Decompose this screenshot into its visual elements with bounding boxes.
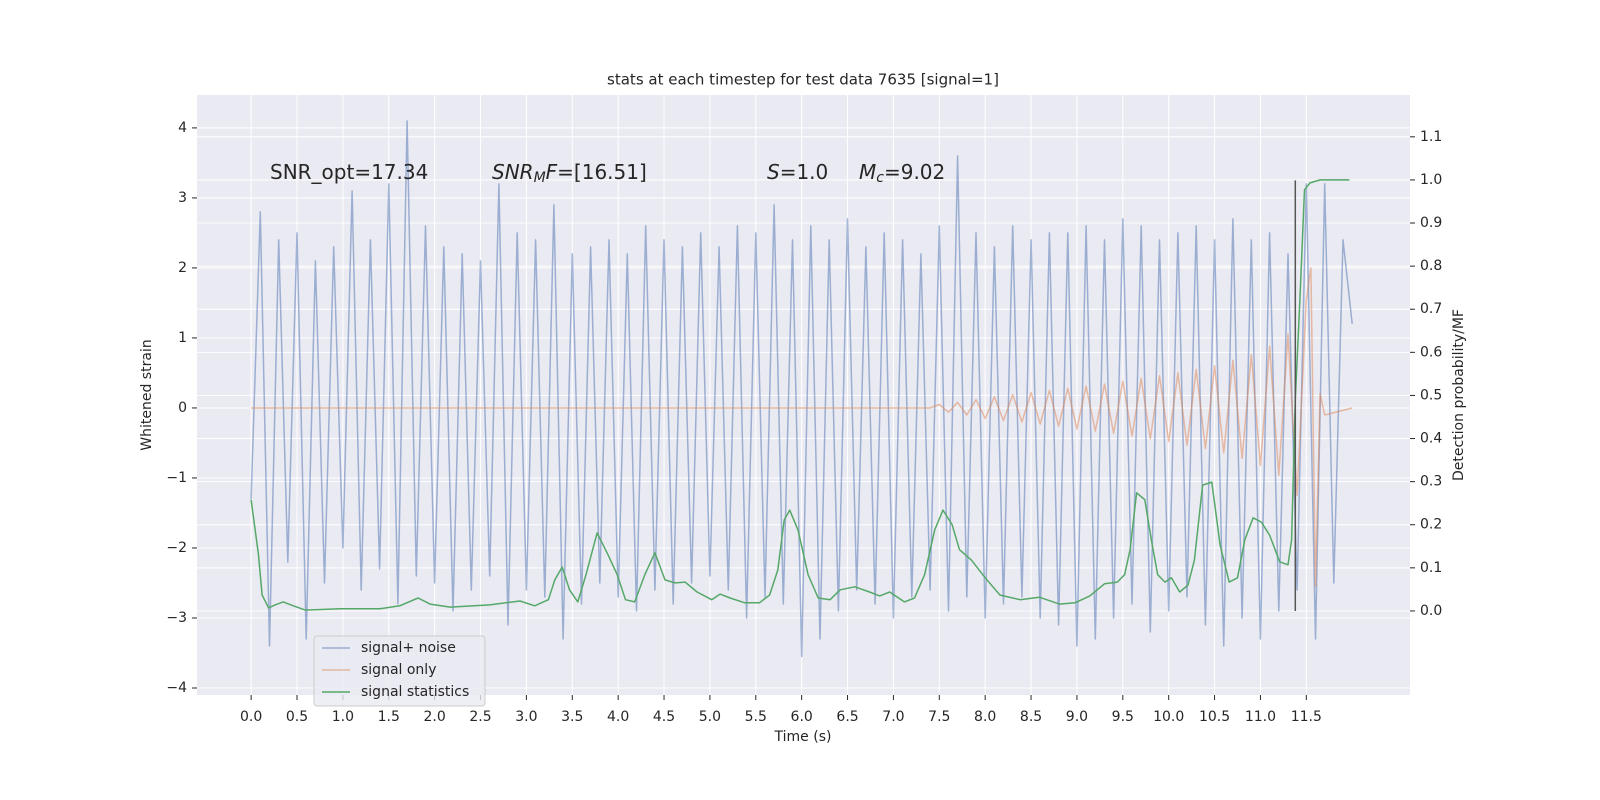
y-tick-label: 1 xyxy=(178,330,187,346)
y-tick-label: 2 xyxy=(178,260,187,276)
x-tick-label: 10.0 xyxy=(1153,709,1184,725)
x-tick-label: 3.0 xyxy=(515,709,537,725)
x-tick-label: 0.0 xyxy=(240,709,262,725)
x-tick-label: 6.0 xyxy=(791,709,813,725)
series-line xyxy=(250,179,1350,611)
x-tick-label: 4.0 xyxy=(607,709,629,725)
annotation-part: c xyxy=(876,170,884,186)
y2-tick-label: 0.2 xyxy=(1420,517,1442,533)
chart-title: stats at each timestep for test data 763… xyxy=(607,71,999,89)
legend-label: signal+ noise xyxy=(361,640,456,656)
y-tick-label: −1 xyxy=(166,470,187,486)
x-tick-label: 5.0 xyxy=(699,709,721,725)
x-tick-label: 11.0 xyxy=(1245,709,1276,725)
x-tick-label: 11.5 xyxy=(1291,709,1322,725)
annotation: S=1.0 xyxy=(767,160,828,184)
annotation: SNRMF=[16.51] xyxy=(492,160,647,187)
y2-axis-label: Detection probability/MF xyxy=(1451,309,1467,481)
y2-tick-label: 1.1 xyxy=(1420,129,1442,145)
legend-box xyxy=(313,635,486,707)
x-tick-label: 0.5 xyxy=(286,709,308,725)
annotation-part: M xyxy=(859,160,876,184)
annotation-part: =9.02 xyxy=(884,160,945,184)
annotation-part: M xyxy=(534,170,546,186)
y2-tick-label: 0.1 xyxy=(1420,560,1442,576)
y2-tick-label: 0.9 xyxy=(1420,215,1442,231)
series-line xyxy=(250,120,1353,658)
y2-tick-label: 0.7 xyxy=(1420,301,1442,317)
series-line xyxy=(251,267,1353,588)
x-tick-label: 2.5 xyxy=(469,709,491,725)
y-tick-label: −3 xyxy=(166,610,187,626)
x-tick-label: 9.0 xyxy=(1066,709,1088,725)
x-tick-label: 8.5 xyxy=(1020,709,1042,725)
annotation: Mc=9.02 xyxy=(859,160,945,187)
x-tick-label: 3.5 xyxy=(561,709,583,725)
annotation-part: S xyxy=(767,160,780,184)
marks xyxy=(250,120,1353,658)
y-tick-label: −2 xyxy=(166,540,187,556)
annotation-part: F xyxy=(546,160,558,184)
legend-label: signal only xyxy=(361,662,436,678)
legend-label: signal statistics xyxy=(361,684,469,700)
annotation-part: =1.0 xyxy=(780,160,829,184)
y-tick-label: 4 xyxy=(178,120,187,136)
annotation-part: SNR xyxy=(492,160,534,184)
y-axis-label: Whitened strain xyxy=(139,339,155,450)
y2-tick-label: 0.5 xyxy=(1420,387,1442,403)
y2-tick-label: 0.0 xyxy=(1420,603,1442,619)
annotation-part: SNR_opt=17.34 xyxy=(270,160,428,184)
y-tick-label: −4 xyxy=(166,680,187,696)
y2-tick-label: 1.0 xyxy=(1420,172,1442,188)
y-tick-label: 0 xyxy=(178,400,187,416)
annotation-part: =[16.51] xyxy=(557,160,647,184)
y-tick-label: 3 xyxy=(178,190,187,206)
annotation: SNR_opt=17.34 xyxy=(270,160,428,184)
x-tick-label: 7.5 xyxy=(928,709,950,725)
x-tick-label: 2.0 xyxy=(424,709,446,725)
x-tick-label: 8.0 xyxy=(974,709,996,725)
x-tick-label: 7.0 xyxy=(882,709,904,725)
x-tick-label: 9.5 xyxy=(1112,709,1134,725)
y2-tick-label: 0.3 xyxy=(1420,474,1442,490)
x-tick-label: 1.5 xyxy=(378,709,400,725)
x-tick-label: 10.5 xyxy=(1199,709,1230,725)
x-axis-label: Time (s) xyxy=(774,729,832,745)
y2-tick-label: 0.4 xyxy=(1420,431,1442,447)
x-tick-label: 6.5 xyxy=(836,709,858,725)
y2-tick-label: 0.8 xyxy=(1420,258,1442,274)
x-tick-label: 1.0 xyxy=(332,709,354,725)
x-tick-label: 5.5 xyxy=(745,709,767,725)
x-tick-label: 4.5 xyxy=(653,709,675,725)
y2-tick-label: 0.6 xyxy=(1420,344,1442,360)
